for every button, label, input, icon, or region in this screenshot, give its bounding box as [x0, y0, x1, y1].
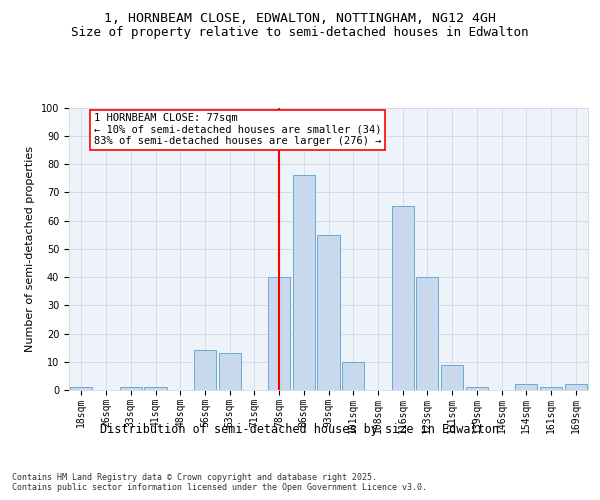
Bar: [515, 384, 538, 390]
Bar: [194, 350, 216, 390]
Bar: [392, 206, 414, 390]
Bar: [268, 277, 290, 390]
Bar: [441, 364, 463, 390]
Bar: [342, 362, 364, 390]
Text: Distribution of semi-detached houses by size in Edwalton: Distribution of semi-detached houses by …: [101, 422, 499, 436]
Y-axis label: Number of semi-detached properties: Number of semi-detached properties: [25, 146, 35, 352]
Text: 1 HORNBEAM CLOSE: 77sqm
← 10% of semi-detached houses are smaller (34)
83% of se: 1 HORNBEAM CLOSE: 77sqm ← 10% of semi-de…: [94, 113, 381, 146]
Bar: [317, 234, 340, 390]
Bar: [145, 387, 167, 390]
Bar: [119, 387, 142, 390]
Text: Contains HM Land Registry data © Crown copyright and database right 2025.
Contai: Contains HM Land Registry data © Crown c…: [12, 472, 427, 492]
Text: 1, HORNBEAM CLOSE, EDWALTON, NOTTINGHAM, NG12 4GH: 1, HORNBEAM CLOSE, EDWALTON, NOTTINGHAM,…: [104, 12, 496, 26]
Bar: [218, 354, 241, 390]
Text: Size of property relative to semi-detached houses in Edwalton: Size of property relative to semi-detach…: [71, 26, 529, 39]
Bar: [293, 176, 315, 390]
Bar: [540, 387, 562, 390]
Bar: [466, 387, 488, 390]
Bar: [565, 384, 587, 390]
Bar: [416, 277, 439, 390]
Bar: [70, 387, 92, 390]
